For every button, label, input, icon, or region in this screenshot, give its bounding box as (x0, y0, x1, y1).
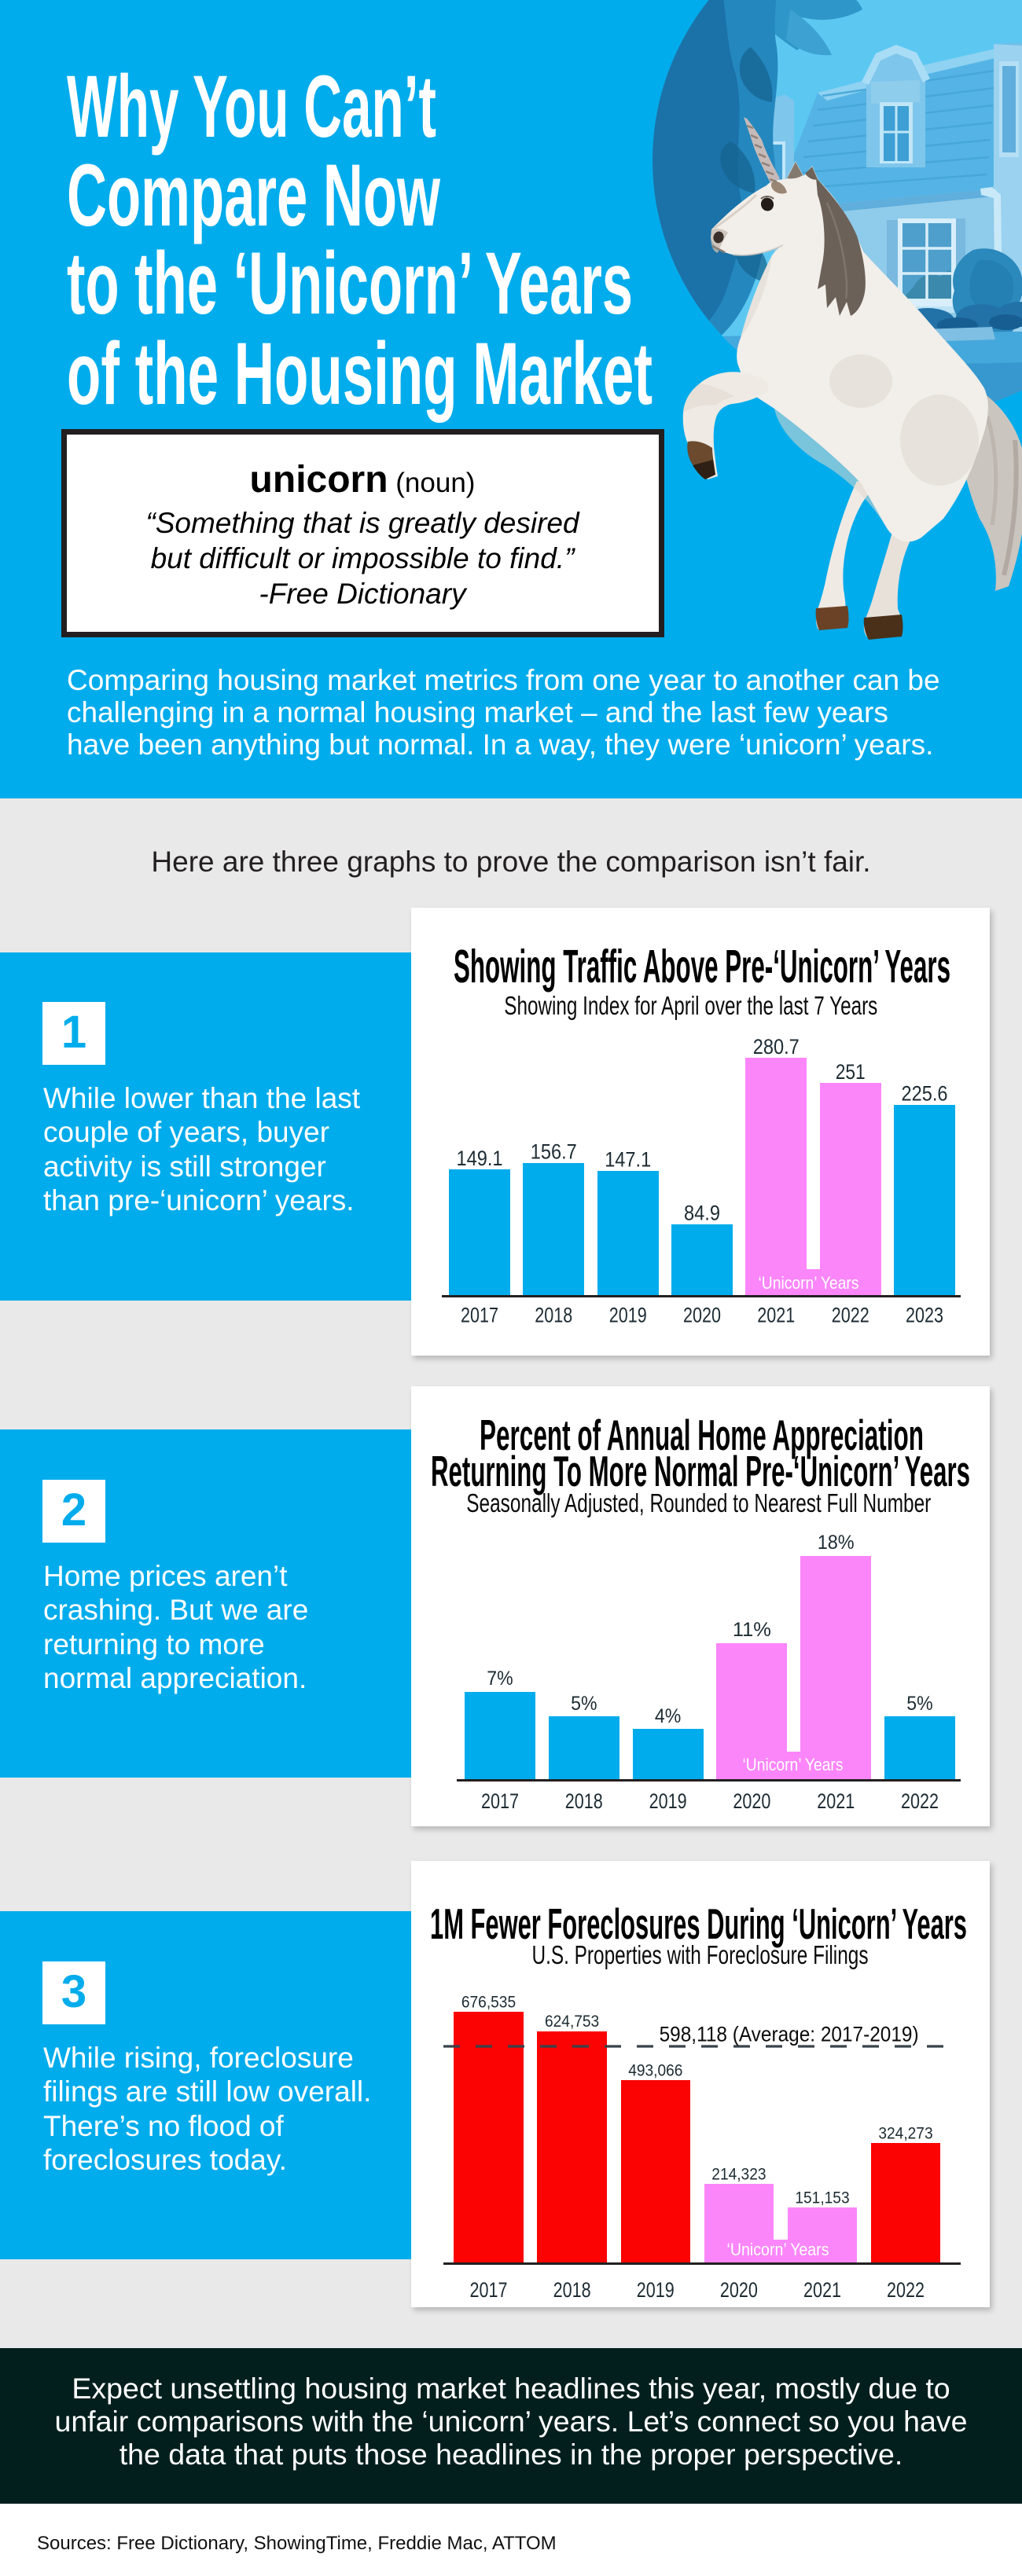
svg-text:Percent of Annual Home Appreci: Percent of Annual Home Appreciation (480, 1411, 924, 1459)
svg-text:225.6: 225.6 (902, 1081, 948, 1105)
svg-text:624,753: 624,753 (545, 2012, 599, 2031)
svg-text:2018: 2018 (553, 2278, 591, 2302)
svg-text:‘Unicorn’ Years: ‘Unicorn’ Years (743, 1755, 844, 1774)
svg-text:676,535: 676,535 (461, 1992, 516, 2011)
svg-text:‘Unicorn’ Years: ‘Unicorn’ Years (759, 1273, 859, 1293)
svg-text:11%: 11% (733, 1619, 771, 1641)
svg-text:2017: 2017 (470, 2278, 508, 2302)
svg-text:Comparing housing market metri: Comparing housing market metrics from on… (67, 664, 940, 696)
svg-text:5%: 5% (906, 1693, 932, 1715)
svg-text:2021: 2021 (803, 2278, 841, 2302)
svg-text:2017: 2017 (481, 1789, 519, 1813)
svg-text:2022: 2022 (832, 1303, 869, 1327)
svg-text:7%: 7% (487, 1668, 513, 1690)
svg-text:2021: 2021 (817, 1789, 855, 1813)
svg-text:2019: 2019 (637, 2278, 675, 2302)
svg-text:4%: 4% (655, 1705, 681, 1727)
svg-text:2019: 2019 (649, 1789, 687, 1813)
svg-text:but difficult or impossible to: but difficult or impossible to find.” (151, 542, 575, 574)
svg-text:challenging in a normal housin: challenging in a normal housing market –… (67, 696, 888, 728)
svg-text:598,118 (Average: 2017-2019): 598,118 (Average: 2017-2019) (660, 2023, 919, 2046)
svg-text:Why You Can’t: Why You Can’t (67, 57, 436, 156)
svg-text:of the Housing Market: of the Housing Market (67, 325, 653, 423)
svg-text:324,273: 324,273 (878, 2123, 932, 2142)
svg-text:2021: 2021 (757, 1303, 795, 1327)
svg-text:149.1: 149.1 (457, 1147, 503, 1170)
svg-text:2020: 2020 (683, 1303, 721, 1327)
svg-text:“Something that is greatly des: “Something that is greatly desired (145, 507, 580, 539)
svg-text:Showing Traffic Above Pre-‘Uni: Showing Traffic Above Pre-‘Unicorn’ Year… (454, 941, 950, 993)
svg-text:Showing Index for April over t: Showing Index for April over the last 7 … (504, 991, 877, 1020)
svg-text:2017: 2017 (461, 1303, 498, 1327)
svg-text:493,066: 493,066 (628, 2060, 682, 2079)
svg-text:2018: 2018 (565, 1789, 603, 1813)
svg-text:2023: 2023 (906, 1303, 943, 1327)
svg-text:5%: 5% (571, 1693, 597, 1715)
svg-text:2019: 2019 (609, 1303, 647, 1327)
svg-text:2020: 2020 (733, 1789, 770, 1813)
svg-text:-Free Dictionary: -Free Dictionary (259, 578, 468, 610)
svg-text:147.1: 147.1 (605, 1147, 651, 1171)
svg-text:2022: 2022 (901, 1789, 939, 1813)
svg-text:1M Fewer Foreclosures During ‘: 1M Fewer Foreclosures During ‘Unicorn’ Y… (430, 1899, 967, 1948)
svg-text:2018: 2018 (535, 1303, 572, 1327)
svg-text:151,153: 151,153 (795, 2188, 849, 2207)
svg-text:to the ‘Unicorn’ Years: to the ‘Unicorn’ Years (67, 234, 633, 332)
svg-text:18%: 18% (818, 1532, 855, 1554)
svg-text:156.7: 156.7 (531, 1140, 577, 1164)
svg-text:have been anything but normal.: have been anything but normal. In a way,… (67, 728, 933, 761)
svg-text:Compare Now: Compare Now (67, 146, 441, 244)
svg-text:Seasonally Adjusted, Rounded t: Seasonally Adjusted, Rounded to Nearest … (466, 1488, 931, 1517)
svg-text:2020: 2020 (720, 2278, 758, 2302)
svg-text:214,323: 214,323 (711, 2165, 766, 2184)
svg-text:280.7: 280.7 (753, 1035, 800, 1059)
svg-text:2022: 2022 (887, 2278, 925, 2302)
svg-text:U.S. Properties with Foreclosu: U.S. Properties with Foreclosure Filings (532, 1940, 869, 1969)
svg-text:Returning To More Normal Pre-‘: Returning To More Normal Pre-‘Unicorn’ Y… (431, 1447, 970, 1495)
svg-text:251: 251 (836, 1060, 866, 1084)
svg-text:84.9: 84.9 (684, 1201, 720, 1224)
svg-text:‘Unicorn’ Years: ‘Unicorn’ Years (727, 2240, 829, 2259)
